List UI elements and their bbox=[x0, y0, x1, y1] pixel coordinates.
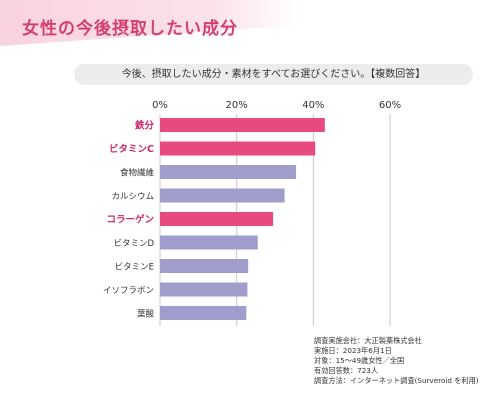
bar bbox=[160, 235, 258, 250]
x-tick-label: 0% bbox=[152, 100, 168, 111]
category-label: イソフラボン bbox=[103, 286, 154, 296]
bar bbox=[160, 282, 248, 297]
category-label: カルシウム bbox=[111, 192, 154, 202]
bar bbox=[160, 306, 247, 320]
bar bbox=[160, 165, 297, 179]
footnote-line: 調査方法：インターネット調査(Surveroid を利用) bbox=[314, 376, 479, 385]
category-label: ビタミンD bbox=[113, 239, 154, 249]
footnote-line: 有効回答数：723人 bbox=[314, 366, 379, 375]
x-tick-label: 20% bbox=[226, 100, 248, 111]
footnote-line: 実施日：2023年6月1日 bbox=[314, 346, 392, 355]
bar bbox=[160, 118, 325, 132]
category-label: 食物繊維 bbox=[120, 168, 155, 179]
footnote-line: 対象：15〜49歳女性／全国 bbox=[314, 356, 405, 365]
category-label: ビタミンC bbox=[109, 143, 154, 155]
category-label: 葉酸 bbox=[137, 309, 155, 320]
category-label: コラーゲン bbox=[106, 214, 154, 226]
question-subtitle: 今後、摂取したい成分・素材をすべてお選びください。【複数回答】 bbox=[74, 64, 473, 85]
bar bbox=[160, 141, 316, 156]
bar bbox=[160, 212, 274, 226]
page-title: 女性の今後摂取したい成分 bbox=[22, 19, 238, 39]
category-label: ビタミンE bbox=[115, 263, 154, 273]
bar bbox=[160, 188, 285, 203]
bar bbox=[160, 259, 249, 273]
x-tick-label: 40% bbox=[302, 100, 324, 111]
x-tick-label: 60% bbox=[379, 100, 401, 111]
survey-footnote: 調査実施会社：大正製薬株式会社 実施日：2023年6月1日 対象：15〜49歳女… bbox=[314, 336, 494, 386]
category-label: 鉄分 bbox=[135, 120, 155, 132]
footnote-line: 調査実施会社：大正製薬株式会社 bbox=[314, 336, 422, 345]
